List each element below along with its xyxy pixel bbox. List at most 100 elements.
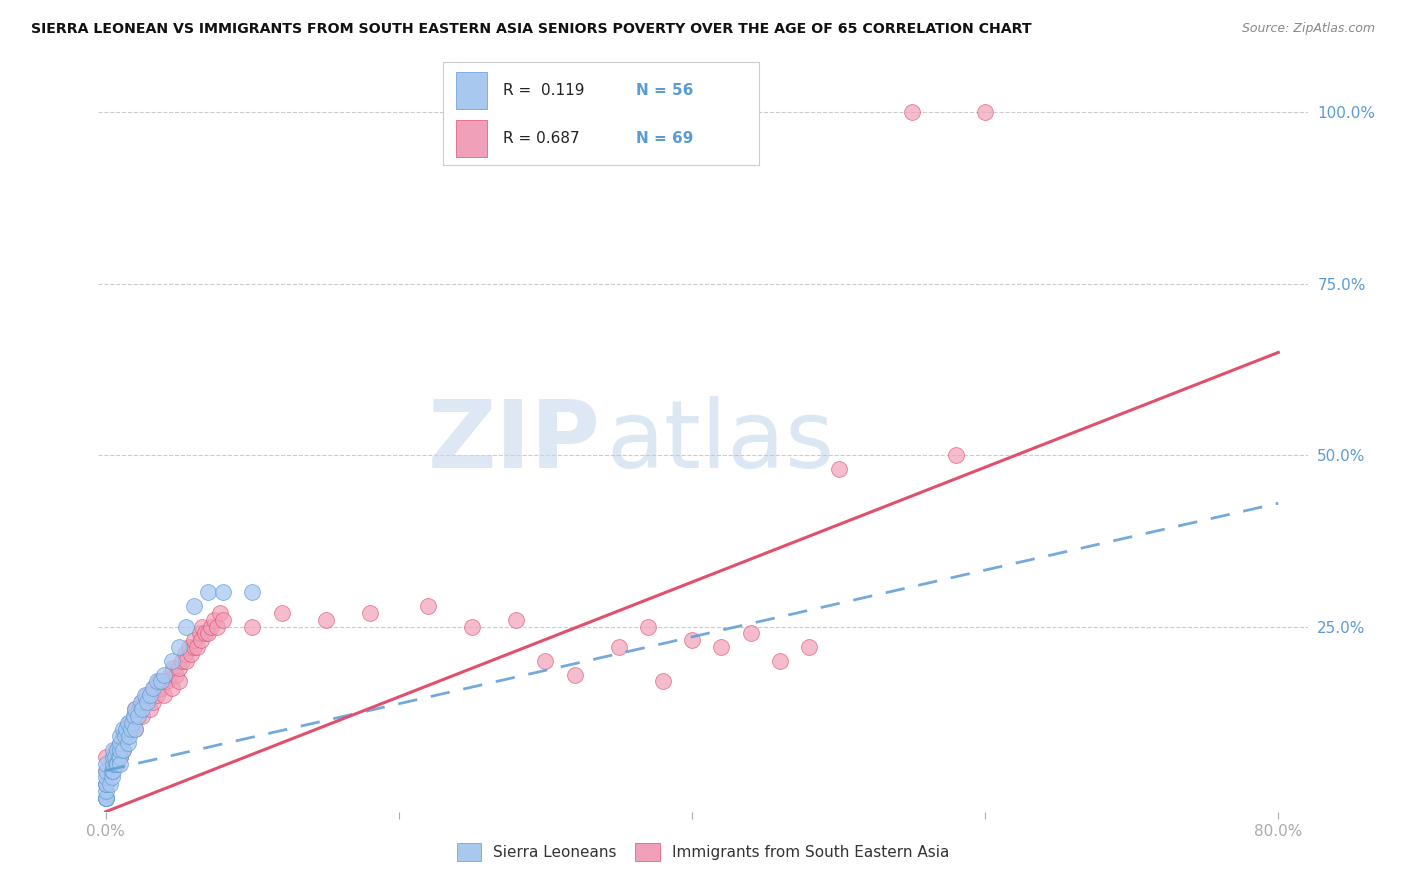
Point bbox=[101, 743, 124, 757]
Point bbox=[127, 708, 149, 723]
Point bbox=[122, 708, 145, 723]
Point bbox=[799, 640, 821, 655]
Point bbox=[122, 708, 145, 723]
Point bbox=[359, 606, 381, 620]
Point bbox=[176, 654, 198, 668]
Point bbox=[146, 688, 169, 702]
Point bbox=[121, 715, 143, 730]
Point bbox=[827, 462, 849, 476]
Point bbox=[101, 764, 124, 778]
Point bbox=[461, 620, 484, 634]
Point bbox=[183, 599, 205, 613]
Point bbox=[194, 626, 217, 640]
Point bbox=[100, 771, 122, 785]
Point bbox=[945, 448, 967, 462]
Text: N = 56: N = 56 bbox=[636, 83, 693, 97]
Point bbox=[179, 640, 201, 655]
Point bbox=[131, 695, 153, 709]
Point bbox=[176, 620, 198, 634]
Point bbox=[134, 688, 156, 702]
Point bbox=[108, 750, 131, 764]
Point bbox=[110, 729, 132, 743]
Point bbox=[142, 695, 165, 709]
Point bbox=[135, 695, 157, 709]
Point bbox=[98, 777, 121, 791]
Point bbox=[637, 620, 659, 634]
Point bbox=[94, 764, 117, 778]
Point bbox=[118, 715, 141, 730]
Point bbox=[128, 702, 150, 716]
Point bbox=[124, 702, 146, 716]
Point bbox=[115, 723, 138, 737]
Point bbox=[94, 791, 117, 805]
Point bbox=[165, 667, 187, 681]
Point bbox=[124, 702, 146, 716]
Point bbox=[190, 633, 212, 648]
Point bbox=[101, 750, 124, 764]
Point bbox=[200, 620, 222, 634]
Point bbox=[112, 723, 135, 737]
Point bbox=[167, 640, 190, 655]
Text: R =  0.119: R = 0.119 bbox=[503, 83, 585, 97]
Point bbox=[131, 708, 153, 723]
Point bbox=[107, 743, 129, 757]
Point bbox=[103, 756, 125, 771]
Point bbox=[129, 695, 152, 709]
Point bbox=[710, 640, 733, 655]
Legend: Sierra Leoneans, Immigrants from South Eastern Asia: Sierra Leoneans, Immigrants from South E… bbox=[450, 838, 956, 867]
Point bbox=[117, 723, 139, 737]
Point bbox=[740, 626, 762, 640]
Point bbox=[94, 777, 117, 791]
Point bbox=[418, 599, 440, 613]
Point bbox=[138, 688, 160, 702]
Point bbox=[110, 736, 132, 750]
Point bbox=[100, 764, 122, 778]
Text: R = 0.687: R = 0.687 bbox=[503, 131, 579, 146]
Point bbox=[974, 105, 997, 120]
Point bbox=[101, 750, 124, 764]
Point bbox=[315, 613, 337, 627]
Point bbox=[197, 626, 219, 640]
Point bbox=[191, 620, 214, 634]
Point bbox=[212, 585, 235, 599]
Point bbox=[94, 771, 117, 785]
Point bbox=[103, 750, 125, 764]
Point bbox=[115, 723, 138, 737]
Bar bbox=[456, 120, 486, 157]
Point bbox=[94, 750, 117, 764]
Point bbox=[112, 729, 135, 743]
Point bbox=[209, 606, 232, 620]
Point bbox=[110, 736, 132, 750]
Text: atlas: atlas bbox=[606, 395, 835, 488]
Point bbox=[94, 791, 117, 805]
Point bbox=[124, 723, 146, 737]
Point bbox=[94, 791, 117, 805]
Point bbox=[134, 695, 156, 709]
Point bbox=[156, 674, 179, 689]
Point bbox=[120, 723, 142, 737]
Point bbox=[94, 777, 117, 791]
Point bbox=[901, 105, 924, 120]
Point bbox=[505, 613, 527, 627]
Point bbox=[112, 743, 135, 757]
Point bbox=[212, 613, 235, 627]
Point bbox=[110, 750, 132, 764]
Point bbox=[159, 667, 181, 681]
Point bbox=[117, 736, 139, 750]
Point bbox=[205, 620, 228, 634]
Text: ZIP: ZIP bbox=[427, 395, 600, 488]
Text: SIERRA LEONEAN VS IMMIGRANTS FROM SOUTH EASTERN ASIA SENIORS POVERTY OVER THE AG: SIERRA LEONEAN VS IMMIGRANTS FROM SOUTH … bbox=[31, 22, 1032, 37]
Point bbox=[240, 620, 263, 634]
Point bbox=[94, 791, 117, 805]
Point bbox=[135, 688, 157, 702]
Point bbox=[110, 750, 132, 764]
Point bbox=[186, 640, 208, 655]
Point bbox=[651, 674, 673, 689]
Bar bbox=[456, 71, 486, 109]
Point bbox=[94, 764, 117, 778]
Point bbox=[94, 777, 117, 791]
Point bbox=[138, 688, 160, 702]
Point bbox=[117, 715, 139, 730]
Text: N = 69: N = 69 bbox=[636, 131, 693, 146]
Point bbox=[270, 606, 292, 620]
